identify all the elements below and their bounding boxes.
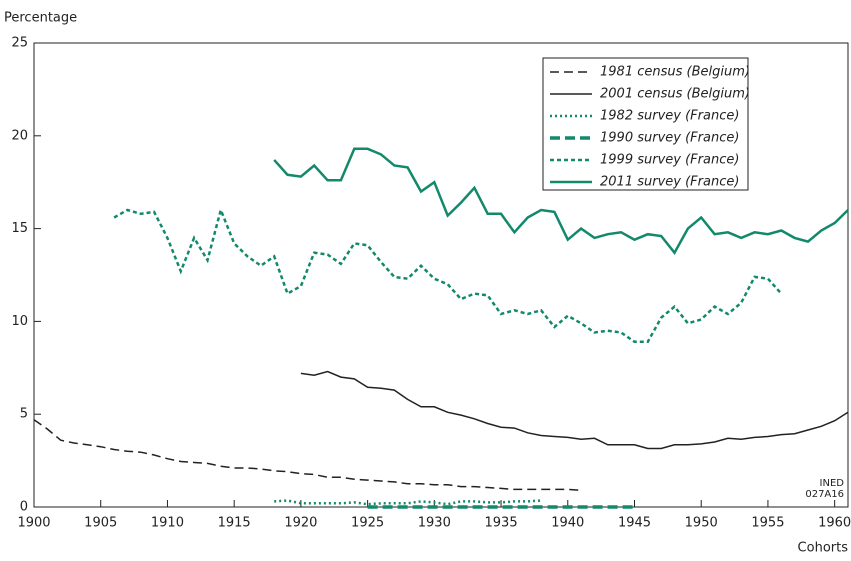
x-tick-label: 1960 [818,516,851,531]
x-tick-label: 1925 [351,516,384,531]
x-tick-label: 1920 [284,516,317,531]
x-tick-label: 1955 [751,516,784,531]
legend-label: 2001 census (Belgium) [600,87,750,102]
annotation: INED [820,478,845,489]
x-tick-label: 1915 [218,516,251,531]
plot-frame [33,42,849,508]
x-tick-label: 1935 [485,516,518,531]
legend-label: 1982 survey (France) [600,109,739,124]
y-tick-label: 15 [11,221,28,236]
x-tick-label: 1930 [418,516,451,531]
y-tick-label: 10 [11,314,28,329]
x-tick-label: 1905 [84,516,117,531]
y-tick-label: 0 [20,500,28,515]
y-tick-label: 25 [11,36,28,51]
x-tick-label: 1900 [17,516,50,531]
series-line [33,419,582,492]
annotation: 027A16 [805,489,844,500]
y-axis-label: Percentage [4,11,77,26]
x-tick-label: 1945 [618,516,651,531]
legend-label: 1999 survey (France) [600,153,739,168]
x-tick-label: 1910 [151,516,184,531]
y-tick-label: 5 [20,407,28,422]
legend: 1981 census (Belgium) 2001 census (Belgiu… [550,65,750,190]
legend-label: 1990 survey (France) [600,131,739,146]
legend-label: 2011 survey (France) [600,175,739,190]
series-line [273,147,849,255]
legend-label: 1981 census (Belgium) [600,65,750,80]
y-tick-label: 20 [11,128,28,143]
x-tick-label: 1940 [551,516,584,531]
x-tick-label: 1950 [685,516,718,531]
x-axis-label: Cohorts [798,541,849,556]
legend-box [542,57,749,191]
series-line [300,370,849,450]
series-line [113,206,783,344]
